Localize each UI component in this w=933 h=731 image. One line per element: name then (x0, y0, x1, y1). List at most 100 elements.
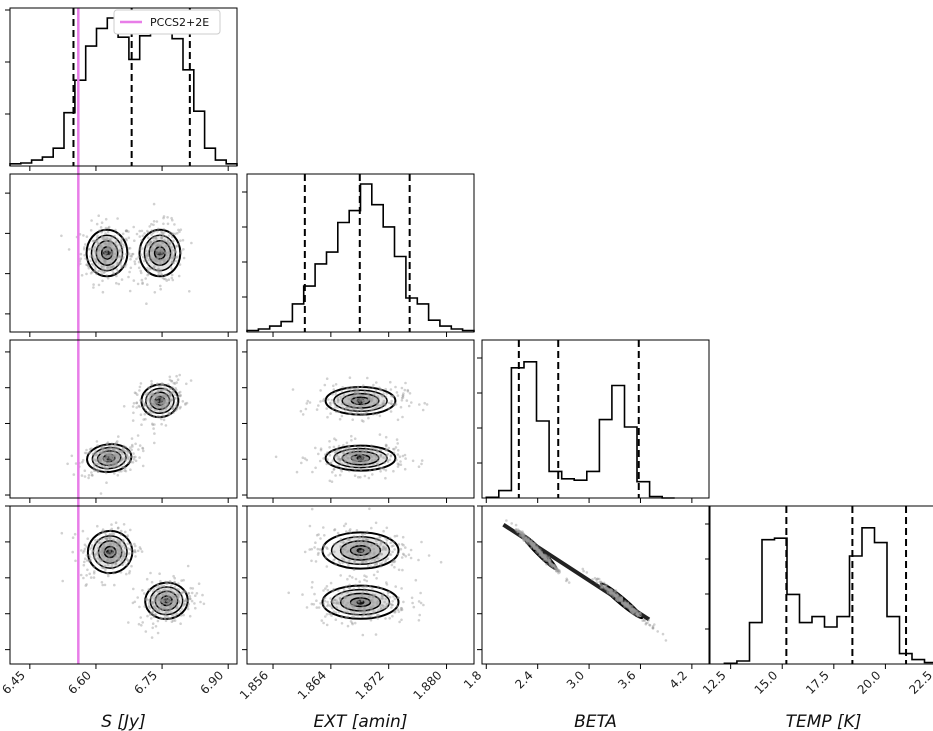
scatter-point (175, 256, 178, 259)
scatter-point (328, 552, 332, 555)
scatter-point (159, 268, 162, 272)
scatter-point (628, 608, 632, 611)
scatter-point (85, 263, 89, 267)
scatter-point (336, 400, 340, 404)
scatter-point (537, 549, 541, 552)
scatter-point (178, 390, 182, 394)
scatter-point (332, 384, 335, 388)
scatter-point (595, 577, 599, 581)
scatter-point (101, 450, 105, 453)
scatter-point (345, 550, 349, 554)
scatter-point (120, 563, 124, 566)
scatter-point (534, 547, 538, 551)
scatter-point (173, 223, 176, 226)
scatter-point (97, 243, 100, 246)
scatter-point (161, 401, 165, 405)
scatter-point (388, 553, 391, 556)
scatter-point (152, 608, 156, 611)
scatter-point (599, 586, 603, 589)
scatter-point (606, 587, 609, 590)
scatter-point (124, 263, 128, 266)
scatter-point (359, 475, 362, 479)
scatter-point (370, 544, 373, 547)
scatter-point (96, 465, 99, 469)
scatter-point (98, 455, 101, 459)
scatter-point (129, 460, 133, 464)
scatter-point (115, 462, 119, 466)
scatter-point (152, 399, 155, 402)
scatter-point (123, 552, 127, 556)
scatter-point (128, 570, 132, 573)
scatter-point (183, 599, 187, 603)
scatter-point (100, 221, 104, 224)
scatter-point (127, 461, 130, 465)
scatter-point (112, 446, 116, 449)
scatter-point (384, 537, 388, 540)
scatter-point (538, 549, 541, 553)
scatter-point (612, 595, 615, 598)
scatter-point (365, 579, 369, 583)
scatter-point (162, 596, 166, 600)
scatter-point (89, 576, 93, 579)
scatter-point (188, 614, 192, 618)
scatter-point (153, 605, 156, 608)
scatter-point (114, 256, 118, 260)
scatter-point (105, 468, 109, 471)
scatter-point (369, 454, 372, 458)
scatter-point (610, 589, 614, 592)
scatter-point (161, 234, 165, 238)
scatter-point (648, 623, 651, 627)
scatter-point (323, 383, 327, 387)
scatter-point (155, 220, 159, 223)
scatter-point (95, 451, 98, 454)
scatter-point (144, 404, 148, 407)
scatter-point (138, 405, 141, 409)
scatter-point (111, 269, 114, 272)
scatter-point (350, 462, 354, 465)
scatter-point (108, 246, 112, 249)
scatter-point (348, 450, 352, 454)
scatter-point (153, 597, 156, 600)
scatter-point (143, 412, 147, 416)
scatter-point (373, 453, 377, 457)
scatter-point (376, 399, 379, 402)
scatter-point (355, 397, 358, 401)
scatter-point (372, 601, 375, 604)
scatter-point (622, 601, 626, 605)
scatter-point (357, 459, 361, 462)
scatter-point (604, 586, 607, 590)
scatter-point (104, 456, 107, 460)
scatter-point (151, 236, 154, 240)
scatter-point (345, 448, 349, 451)
scatter-point (164, 619, 168, 623)
scatter-point (380, 552, 384, 556)
scatter-point (357, 405, 361, 409)
scatter-point (356, 446, 360, 450)
scatter-point (174, 600, 177, 604)
scatter-point (117, 557, 121, 561)
scatter-point (150, 600, 154, 604)
scatter-point (552, 564, 556, 567)
scatter-point (151, 402, 154, 406)
scatter-point (132, 402, 136, 405)
scatter-point (170, 606, 173, 610)
scatter-point (529, 541, 532, 545)
scatter-point (178, 230, 181, 234)
scatter-point (372, 463, 375, 467)
scatter-point (98, 533, 101, 536)
scatter-point (146, 254, 149, 257)
scatter-point (551, 563, 554, 566)
scatter-point (557, 569, 560, 573)
scatter-point (334, 393, 338, 396)
scatter-point (83, 475, 87, 478)
scatter-point (353, 403, 356, 406)
scatter-point (178, 601, 181, 604)
scatter-point (364, 449, 367, 453)
scatter-point (104, 232, 107, 235)
scatter-point (614, 596, 618, 599)
scatter-point (114, 521, 118, 524)
scatter-point (151, 609, 155, 613)
scatter-point (124, 252, 128, 256)
scatter-point (321, 399, 325, 403)
scatter-point (96, 551, 99, 554)
